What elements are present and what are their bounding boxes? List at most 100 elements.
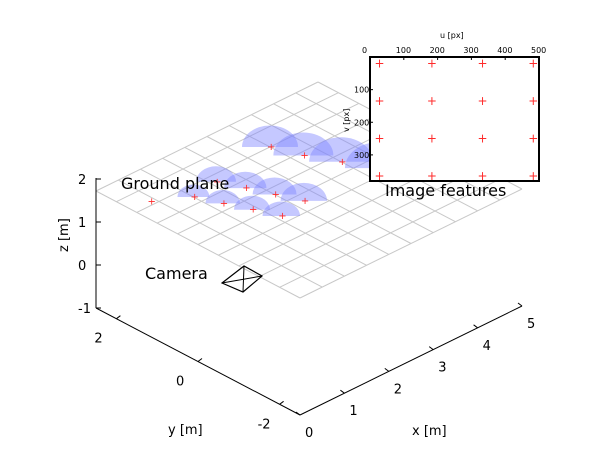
inset-u-tick-label: 500 xyxy=(531,46,546,55)
inset-u-tick-label: 100 xyxy=(396,46,411,55)
inset-feature-point: + xyxy=(427,94,437,108)
inset-v-tick-label: 100 xyxy=(354,86,369,95)
feature-marker: + xyxy=(301,196,309,207)
inset-v-tick-label: 200 xyxy=(354,118,369,127)
inset-v-tick-label: 300 xyxy=(354,151,369,160)
y-ticks: -2 0 2 xyxy=(94,315,284,432)
y-tick-label: 2 xyxy=(94,332,102,347)
inset-feature-point: + xyxy=(427,169,437,183)
y-tick-mark xyxy=(116,315,121,320)
uncertainty-ellipse xyxy=(242,125,298,147)
feature-marker: + xyxy=(278,211,286,222)
x-tick-mark xyxy=(473,324,478,329)
ground-grid-line xyxy=(116,92,339,203)
axes-3d xyxy=(95,178,523,416)
z-ticks: -1 0 1 2 xyxy=(78,173,101,317)
y-tick-mark xyxy=(197,358,203,362)
uncertainty-ellipse xyxy=(205,189,240,204)
uncertainty-ellipse xyxy=(262,201,301,217)
x-tick-label: 4 xyxy=(483,339,491,354)
inset-feature-point: + xyxy=(528,94,538,108)
x-tick-label: 3 xyxy=(438,361,446,376)
ground-plane-annotation: Ground plane xyxy=(121,174,229,193)
inset-feature-point: + xyxy=(427,132,437,146)
x-tick-label: 2 xyxy=(394,382,402,397)
camera-marker: + xyxy=(147,197,155,208)
x-tick-label: 0 xyxy=(305,426,313,441)
feature-marker: + xyxy=(220,198,228,209)
ground-grid-line xyxy=(177,124,400,235)
x-axis-label: x [m] xyxy=(412,424,447,439)
z-tick-label: -1 xyxy=(78,302,91,317)
feature-marker: + xyxy=(242,183,250,194)
inset-u-tick-label: 400 xyxy=(497,46,512,55)
inset-feature-point: + xyxy=(478,169,488,183)
uncertainty-ellipse xyxy=(234,195,270,210)
inset-u-label: u [px] xyxy=(440,31,464,40)
inset-feature-point: + xyxy=(528,169,538,183)
feature-marker: + xyxy=(267,142,275,153)
y-tick-label: -2 xyxy=(258,417,271,432)
x-tick-mark xyxy=(295,411,301,416)
x-tick-mark xyxy=(340,389,345,394)
inset-feature-point: + xyxy=(374,169,384,183)
inset-u-tick-label: 300 xyxy=(463,46,478,55)
uncertainty-ellipse xyxy=(224,171,267,189)
camera-frustum-edge xyxy=(242,265,245,293)
inset-v-ticks: 100 200 300 xyxy=(354,86,373,160)
feature-marker: + xyxy=(190,192,198,203)
uncertainty-ellipse xyxy=(252,177,297,195)
inset-feature-point: + xyxy=(374,94,384,108)
inset-feature-point: + xyxy=(528,132,538,146)
inset-feature-point: + xyxy=(374,132,384,146)
ground-grid-line xyxy=(136,102,360,213)
inset-title: Image features xyxy=(385,181,506,200)
x-tick-label: 5 xyxy=(527,317,535,332)
inset-feature-point: + xyxy=(478,132,488,146)
feature-marker: + xyxy=(272,189,280,200)
x-tick-mark xyxy=(384,367,390,372)
ground-grid-line xyxy=(299,188,523,299)
camera-frustum-edge xyxy=(221,275,263,284)
z-tick-label: 2 xyxy=(78,173,86,188)
x-tick-mark xyxy=(517,302,523,307)
uncertainty-ellipse xyxy=(273,132,334,156)
feature-marker: + xyxy=(338,157,346,168)
z-tick-label: 0 xyxy=(78,259,86,274)
y-tick-mark xyxy=(279,400,284,405)
inset-v-label: v [px] xyxy=(342,109,351,132)
inset-feature-point: + xyxy=(528,57,538,71)
plot-3d: 0 1 2 3 4 5 -2 0 2 -1 0 1 2 + + + + + + + + + + + + + x [m] y … xyxy=(57,81,535,441)
ground-grid-line xyxy=(95,81,319,192)
inset-u-ticks: 0 100 200 300 400 500 xyxy=(362,46,546,60)
feature-marker: + xyxy=(249,205,257,216)
ground-grid-line xyxy=(279,177,502,288)
inset-u-tick-label: 200 xyxy=(430,46,445,55)
y-tick-label: 0 xyxy=(176,375,184,390)
inset-frame xyxy=(369,56,540,182)
camera-annotation: Camera xyxy=(145,264,208,283)
feature-marker: + xyxy=(213,177,221,188)
y-axis-label: y [m] xyxy=(168,423,203,438)
z-tick-label: 1 xyxy=(78,216,86,231)
x-ticks: 0 1 2 3 4 5 xyxy=(295,302,535,441)
ground-grid-line xyxy=(156,113,380,224)
inset-u-tick-label: 0 xyxy=(362,46,367,55)
x-tick-mark xyxy=(428,346,434,351)
uncertainty-ellipse xyxy=(177,184,210,198)
x-tick-label: 1 xyxy=(349,404,357,419)
uncertainty-ellipse xyxy=(309,137,374,162)
inset-feature-points: + + + + + + + + + + + + + + + + xyxy=(374,57,538,184)
ground-grid-line xyxy=(258,167,482,278)
x-axis-line xyxy=(299,305,523,416)
inset-feature-point: + xyxy=(374,57,384,71)
uncertainty-ellipse xyxy=(196,166,236,182)
feature-marker: + xyxy=(300,150,308,161)
inset-feature-point: + xyxy=(427,57,437,71)
uncertainty-ellipse xyxy=(280,182,328,201)
inset-feature-point: + xyxy=(478,94,488,108)
camera-glyph xyxy=(220,265,264,293)
inset-feature-point: + xyxy=(478,57,488,71)
